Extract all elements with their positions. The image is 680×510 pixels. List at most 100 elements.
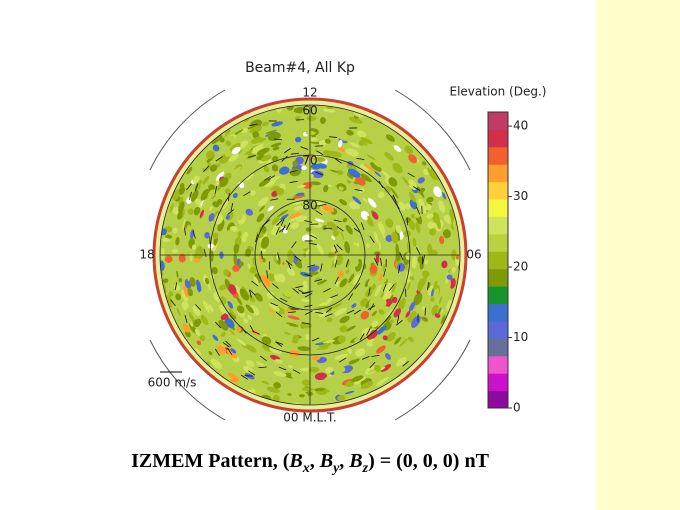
texture bbox=[347, 347, 352, 354]
texture bbox=[193, 206, 201, 216]
texture bbox=[192, 175, 200, 184]
texture bbox=[384, 308, 394, 321]
texture bbox=[360, 311, 370, 320]
texture bbox=[402, 176, 410, 186]
texture bbox=[271, 164, 279, 172]
texture bbox=[348, 148, 359, 156]
flow-vector bbox=[287, 261, 292, 270]
flow-vector bbox=[203, 165, 210, 173]
texture bbox=[211, 134, 223, 145]
texture bbox=[217, 345, 227, 355]
colorbar-band bbox=[488, 320, 508, 339]
texture bbox=[288, 216, 302, 222]
texture bbox=[282, 111, 291, 116]
texture bbox=[306, 115, 317, 121]
flow-vector bbox=[369, 303, 375, 311]
texture bbox=[225, 140, 232, 147]
texture bbox=[190, 189, 199, 202]
texture bbox=[222, 353, 227, 357]
texture bbox=[178, 201, 185, 213]
texture bbox=[319, 116, 326, 124]
texture bbox=[312, 210, 317, 218]
texture bbox=[394, 151, 404, 161]
flow-vector bbox=[304, 273, 313, 277]
texture bbox=[311, 134, 316, 139]
texture bbox=[195, 348, 202, 356]
flow-vector bbox=[222, 342, 230, 348]
texture bbox=[377, 376, 389, 385]
texture bbox=[228, 284, 237, 295]
texture bbox=[367, 279, 374, 287]
texture bbox=[260, 236, 270, 249]
flow-vector bbox=[354, 189, 363, 192]
texture bbox=[287, 182, 294, 190]
texture bbox=[427, 282, 431, 289]
colorbar-band bbox=[488, 373, 508, 392]
flow-vector bbox=[184, 227, 187, 236]
texture bbox=[178, 277, 183, 283]
texture bbox=[298, 341, 307, 344]
texture bbox=[321, 289, 335, 297]
colorbar-band bbox=[488, 355, 508, 374]
texture bbox=[337, 335, 346, 344]
texture bbox=[187, 276, 190, 282]
texture bbox=[366, 243, 370, 249]
texture bbox=[432, 190, 439, 203]
texture bbox=[287, 315, 300, 320]
texture bbox=[196, 294, 203, 299]
colorbar-tick-label: 30 bbox=[513, 189, 528, 203]
texture bbox=[245, 208, 254, 216]
texture bbox=[255, 387, 264, 396]
texture bbox=[212, 334, 219, 341]
texture bbox=[280, 136, 290, 141]
flow-vector bbox=[248, 155, 257, 158]
texture bbox=[441, 260, 448, 269]
caption-part: ) = (0, 0, 0) nT bbox=[368, 450, 489, 472]
texture bbox=[183, 284, 189, 298]
texture bbox=[171, 249, 179, 254]
texture bbox=[200, 315, 209, 326]
texture bbox=[338, 199, 348, 206]
flow-vector bbox=[315, 311, 324, 314]
texture bbox=[374, 364, 381, 372]
texture bbox=[287, 365, 293, 368]
texture bbox=[391, 195, 399, 206]
texture bbox=[225, 214, 230, 220]
flow-vector bbox=[297, 289, 306, 295]
texture bbox=[393, 337, 402, 345]
texture bbox=[405, 310, 411, 318]
colorbar-band bbox=[488, 112, 508, 130]
texture bbox=[378, 273, 383, 282]
texture bbox=[182, 302, 187, 311]
texture bbox=[209, 164, 218, 172]
texture bbox=[388, 177, 398, 187]
texture bbox=[348, 358, 360, 365]
texture bbox=[324, 138, 331, 144]
texture bbox=[242, 365, 253, 373]
texture bbox=[267, 205, 274, 212]
texture bbox=[337, 270, 344, 278]
flow-vector bbox=[415, 247, 421, 255]
texture bbox=[236, 296, 243, 305]
flow-vector bbox=[388, 284, 395, 292]
flow-vector bbox=[304, 304, 313, 308]
texture bbox=[388, 303, 394, 311]
texture bbox=[355, 348, 366, 357]
flow-vector bbox=[289, 181, 298, 183]
texture bbox=[321, 204, 335, 213]
outer-arc bbox=[394, 339, 471, 421]
texture bbox=[225, 331, 232, 338]
flow-vector bbox=[249, 123, 258, 126]
texture bbox=[344, 190, 352, 198]
texture bbox=[427, 221, 436, 229]
flow-vector bbox=[320, 263, 323, 272]
texture bbox=[302, 280, 308, 288]
texture bbox=[188, 311, 195, 322]
texture bbox=[400, 136, 411, 146]
colorbar-band bbox=[488, 390, 508, 409]
texture bbox=[266, 291, 275, 299]
texture bbox=[208, 213, 215, 222]
flow-vector bbox=[359, 333, 365, 341]
texture bbox=[308, 366, 320, 373]
flow-vector bbox=[227, 209, 235, 215]
